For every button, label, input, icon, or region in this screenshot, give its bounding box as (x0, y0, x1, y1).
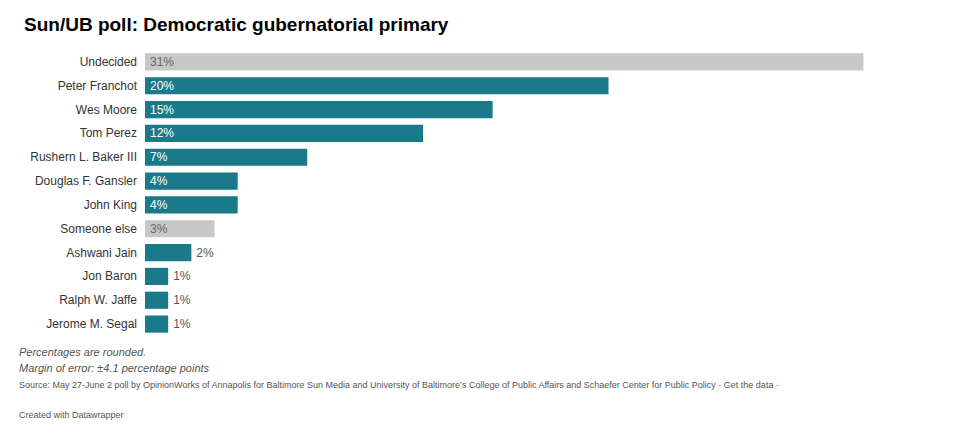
svg-text:4%: 4% (150, 198, 168, 212)
svg-text:Jerome M. Segal: Jerome M. Segal (46, 317, 137, 331)
svg-text:2%: 2% (196, 246, 214, 260)
svg-text:Wes Moore: Wes Moore (76, 103, 137, 117)
svg-text:1%: 1% (173, 269, 191, 283)
svg-text:Rushern L. Baker III: Rushern L. Baker III (30, 150, 137, 164)
svg-text:Sun/UB poll: Democratic gubern: Sun/UB poll: Democratic gubernatorial pr… (24, 14, 449, 35)
svg-text:20%: 20% (150, 79, 174, 93)
svg-text:Source: May 27-June 2 poll by: Source: May 27-June 2 poll by OpinionWor… (19, 380, 779, 390)
svg-text:Ashwani Jain: Ashwani Jain (66, 246, 137, 260)
svg-text:Percentages are rounded.: Percentages are rounded. (19, 346, 146, 358)
svg-text:Undecided: Undecided (80, 55, 137, 69)
svg-text:1%: 1% (173, 293, 191, 307)
svg-text:7%: 7% (150, 150, 168, 164)
svg-text:Peter Franchot: Peter Franchot (58, 79, 138, 93)
svg-text:4%: 4% (150, 174, 168, 188)
svg-text:3%: 3% (150, 222, 168, 236)
svg-text:31%: 31% (150, 55, 174, 69)
svg-text:Margin of error: ±4.1 percenta: Margin of error: ±4.1 percentage points (19, 362, 210, 374)
svg-text:Someone else: Someone else (60, 222, 137, 236)
svg-text:Jon Baron: Jon Baron (82, 269, 137, 283)
svg-text:Tom Perez: Tom Perez (80, 126, 137, 140)
svg-text:1%: 1% (173, 317, 191, 331)
svg-text:15%: 15% (150, 103, 174, 117)
svg-text:Ralph W. Jaffe: Ralph W. Jaffe (59, 293, 137, 307)
svg-text:Created with Datawrapper: Created with Datawrapper (19, 410, 124, 420)
svg-text:John King: John King (84, 198, 137, 212)
svg-text:Douglas F. Gansler: Douglas F. Gansler (35, 174, 137, 188)
svg-text:12%: 12% (150, 126, 174, 140)
